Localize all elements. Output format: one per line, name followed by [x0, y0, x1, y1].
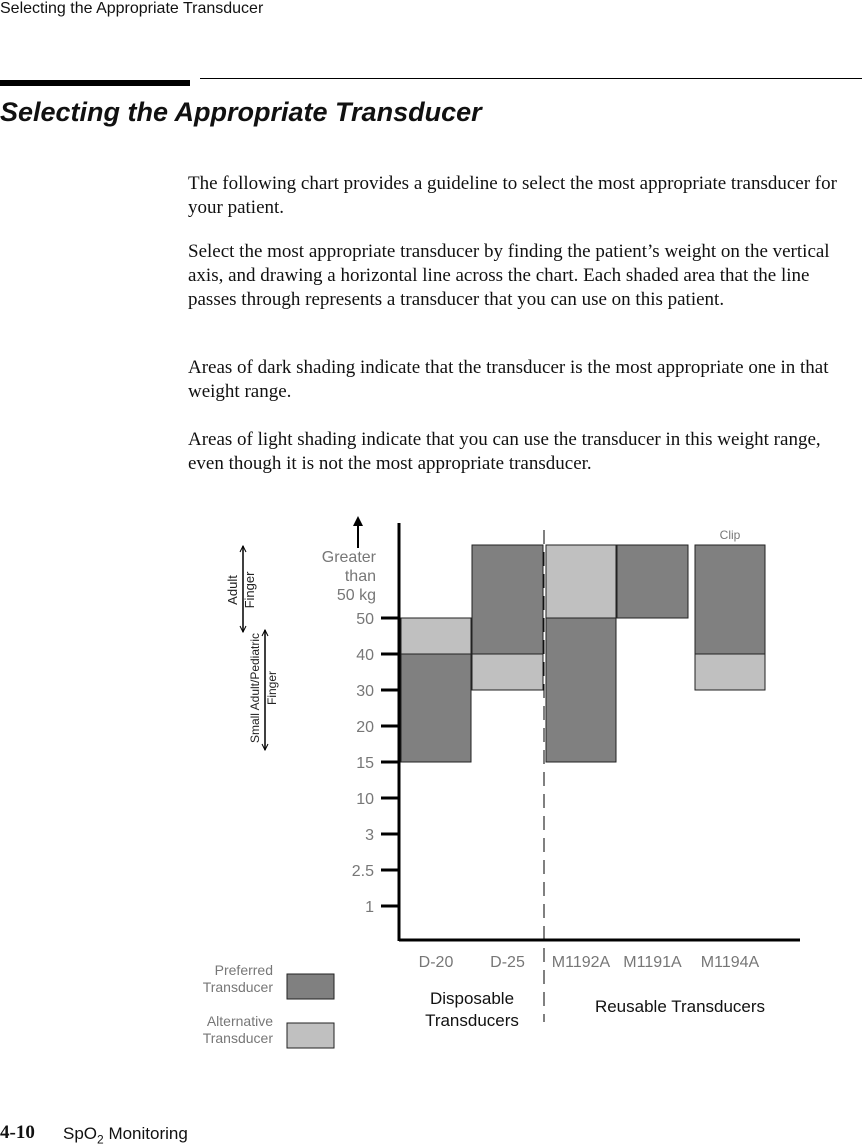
- range-bar: [545, 617, 617, 763]
- legend-label: Preferred Transducer: [202, 962, 273, 995]
- range-bar: [545, 544, 617, 619]
- x-tick-label: M1191A: [623, 954, 682, 971]
- range-bar: [694, 544, 766, 655]
- legend-swatch: [286, 973, 335, 1000]
- y-tick-label: 20: [356, 719, 374, 736]
- side-label: Adult Finger: [225, 571, 257, 609]
- range-bar: [694, 653, 766, 691]
- y-top-label: Greater: [322, 549, 377, 566]
- y-tick-label: 30: [356, 683, 374, 700]
- side-label: Small Adult/Pediatric Finger: [248, 633, 279, 743]
- range-bar: [471, 653, 544, 691]
- x-tick-label: M1192A: [552, 954, 611, 971]
- legend-label: Alternative Transducer: [202, 1013, 273, 1046]
- side-label-line: Small Adult/Pediatric: [248, 633, 262, 743]
- rule-thick: [0, 80, 190, 86]
- range-bar: [400, 617, 472, 655]
- side-label-line: Finger: [242, 571, 257, 609]
- paragraph: Areas of dark shading indicate that the …: [188, 357, 829, 402]
- legend-swatch: [286, 1022, 335, 1049]
- page-title: Selecting the Appropriate Transducer: [0, 97, 482, 127]
- side-label-line: Adult: [225, 575, 240, 605]
- range-bar: [616, 544, 689, 619]
- y-tick-label: 10: [356, 791, 374, 808]
- y-top-label: than: [345, 568, 376, 585]
- footer-sub: 2: [97, 1132, 104, 1146]
- footer-text: Monitoring: [103, 1124, 188, 1143]
- side-label-line: Finger: [265, 671, 279, 705]
- y-tick-label: 50: [356, 611, 374, 628]
- y-tick-label: 3: [365, 827, 374, 844]
- rule-thin: [200, 78, 862, 79]
- group-label: Reusable Transducers: [594, 997, 766, 1016]
- paragraph: The following chart provides a guideline…: [188, 173, 837, 218]
- page-number: 4-10: [0, 1122, 35, 1143]
- clip-label: Clip: [720, 528, 741, 542]
- arrowhead: [239, 544, 247, 634]
- y-tick-label: 1: [365, 899, 374, 916]
- x-tick-label: D-25: [490, 954, 525, 971]
- y-tick-label: 15: [356, 755, 374, 772]
- y-tick-label: 40: [356, 647, 374, 664]
- range-bar: [471, 544, 544, 655]
- y-tick-label: 2.5: [352, 863, 374, 880]
- paragraph: Select the most appropriate transducer b…: [188, 241, 830, 310]
- running-title: Selecting the Appropriate Transducer: [0, 0, 264, 17]
- paragraph: Areas of light shading indicate that you…: [188, 429, 821, 474]
- top-arrowhead: [353, 516, 363, 526]
- x-tick-label: M1194A: [701, 954, 760, 971]
- x-tick-label: D-20: [419, 954, 454, 971]
- y-top-label: 50 kg: [337, 587, 376, 604]
- footer-text: SpO: [63, 1124, 98, 1143]
- arrowhead: [261, 628, 269, 752]
- range-bar: [400, 653, 472, 763]
- group-label: Disposable Transducers: [425, 989, 519, 1030]
- footer-section: SpO2 Monitoring: [63, 1124, 188, 1146]
